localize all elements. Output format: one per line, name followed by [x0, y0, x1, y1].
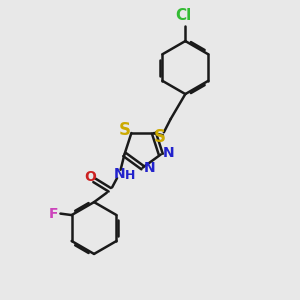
Text: Cl: Cl [176, 8, 192, 23]
Text: N: N [162, 146, 174, 160]
Text: N: N [143, 161, 155, 175]
Text: F: F [49, 207, 59, 220]
Text: H: H [125, 169, 136, 182]
Text: O: O [84, 170, 96, 184]
Text: S: S [119, 121, 131, 139]
Text: N: N [114, 167, 125, 181]
Text: S: S [153, 128, 165, 146]
